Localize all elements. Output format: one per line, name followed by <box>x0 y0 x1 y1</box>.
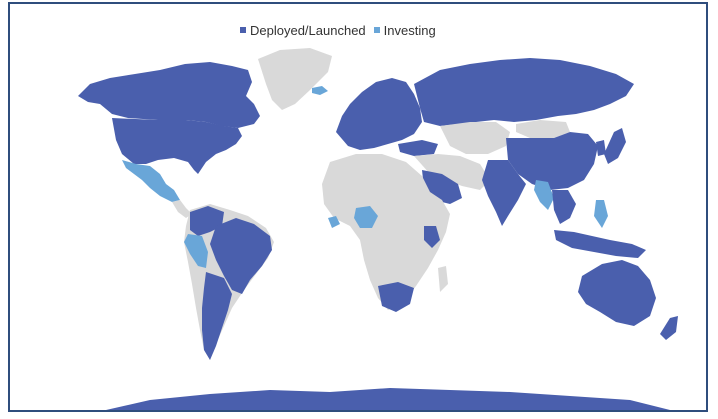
region-canada-alaska <box>78 62 260 128</box>
region-africa <box>322 154 450 310</box>
region-usa <box>112 118 242 174</box>
region-central-america <box>172 200 192 218</box>
region-kenya <box>424 226 440 248</box>
region-russia <box>414 58 634 126</box>
legend-label-investing: Investing <box>383 22 436 38</box>
region-brazil <box>210 218 272 294</box>
legend-item-deployed: Deployed/Launched <box>240 23 366 38</box>
legend-swatch-deployed <box>240 27 246 33</box>
region-japan <box>604 128 626 164</box>
region-mongolia <box>516 120 570 138</box>
region-philippines <box>594 200 608 228</box>
region-greenland <box>258 48 332 110</box>
region-ivory-coast <box>328 216 340 228</box>
region-mexico <box>122 160 180 202</box>
region-nigeria <box>354 206 378 228</box>
region-korea <box>596 140 606 156</box>
region-europe <box>336 78 422 150</box>
legend-label-deployed: Deployed/Launched <box>250 22 366 38</box>
region-peru <box>184 234 208 268</box>
region-iceland <box>312 86 328 95</box>
region-madagascar <box>438 266 448 292</box>
map-frame: Deployed/Launched Investing <box>8 2 708 412</box>
region-india <box>482 160 526 226</box>
legend-swatch-investing <box>373 27 380 33</box>
region-turkey <box>398 140 438 156</box>
world-map <box>78 48 678 410</box>
region-new-zealand <box>660 316 678 340</box>
region-middle-east <box>414 154 490 190</box>
region-antarctica <box>106 388 670 410</box>
region-southeast-asia <box>552 190 576 224</box>
legend: Deployed/Launched Investing <box>240 20 436 40</box>
region-indonesia <box>554 230 646 258</box>
region-china <box>506 132 598 190</box>
legend-item-investing: Investing <box>373 22 436 38</box>
region-central-asia <box>440 122 510 154</box>
region-south-africa <box>378 282 414 312</box>
region-argentina-chile <box>202 272 232 360</box>
region-myanmar <box>534 180 554 210</box>
region-australia <box>578 260 656 326</box>
